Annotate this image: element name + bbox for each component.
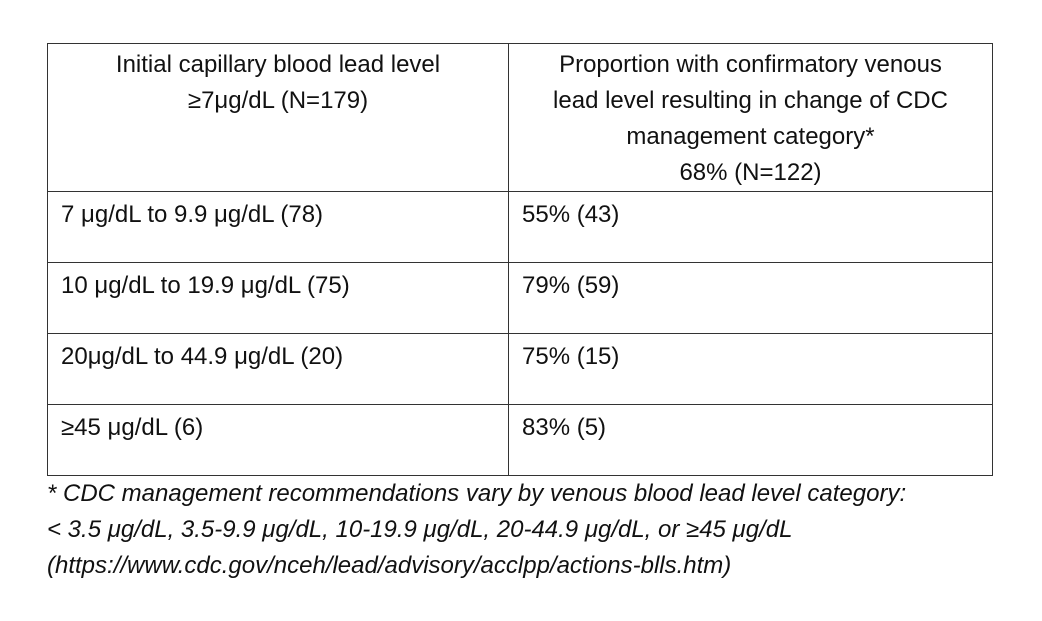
header-initial-capillary-level: Initial capillary blood lead level ≥7μg/… (47, 43, 509, 192)
cell-lead-level: 20μg/dL to 44.9 μg/dL (20) (47, 333, 509, 405)
header-line: lead level resulting in change of CDC (553, 87, 948, 114)
header-line: management category* (626, 123, 875, 150)
cell-proportion: 79% (59) (508, 262, 993, 334)
header-line: Initial capillary blood lead level (115, 51, 441, 78)
header-proportion-changed: Proportion with confirmatory venous lead… (508, 43, 993, 192)
table-footnote: * CDC management recommendations vary by… (47, 476, 1027, 584)
table-header-row: Initial capillary blood lead level ≥7μg/… (47, 43, 993, 192)
header-line: 68% (N=122) (679, 159, 822, 186)
cell-lead-level: 10 μg/dL to 19.9 μg/dL (75) (47, 262, 509, 334)
lead-level-table: Initial capillary blood lead level ≥7μg/… (47, 43, 993, 476)
table-row: ≥45 μg/dL (6) 83% (5) (47, 404, 993, 476)
table-row: 10 μg/dL to 19.9 μg/dL (75) 79% (59) (47, 262, 993, 334)
header-line: Proportion with confirmatory venous (559, 51, 942, 78)
cell-lead-level: 7 μg/dL to 9.9 μg/dL (78) (47, 191, 509, 263)
header-line: ≥7μg/dL (N=179) (187, 87, 369, 114)
footnote-line: (https://www.cdc.gov/nceh/lead/advisory/… (47, 552, 732, 579)
cell-proportion: 75% (15) (508, 333, 993, 405)
footnote-line: * CDC management recommendations vary by… (47, 480, 907, 507)
cell-lead-level: ≥45 μg/dL (6) (47, 404, 509, 476)
cell-proportion: 55% (43) (508, 191, 993, 263)
cell-proportion: 83% (5) (508, 404, 993, 476)
table-row: 7 μg/dL to 9.9 μg/dL (78) 55% (43) (47, 191, 993, 263)
table-row: 20μg/dL to 44.9 μg/dL (20) 75% (15) (47, 333, 993, 405)
footnote-line: < 3.5 μg/dL, 3.5-9.9 μg/dL, 10-19.9 μg/d… (47, 516, 793, 543)
